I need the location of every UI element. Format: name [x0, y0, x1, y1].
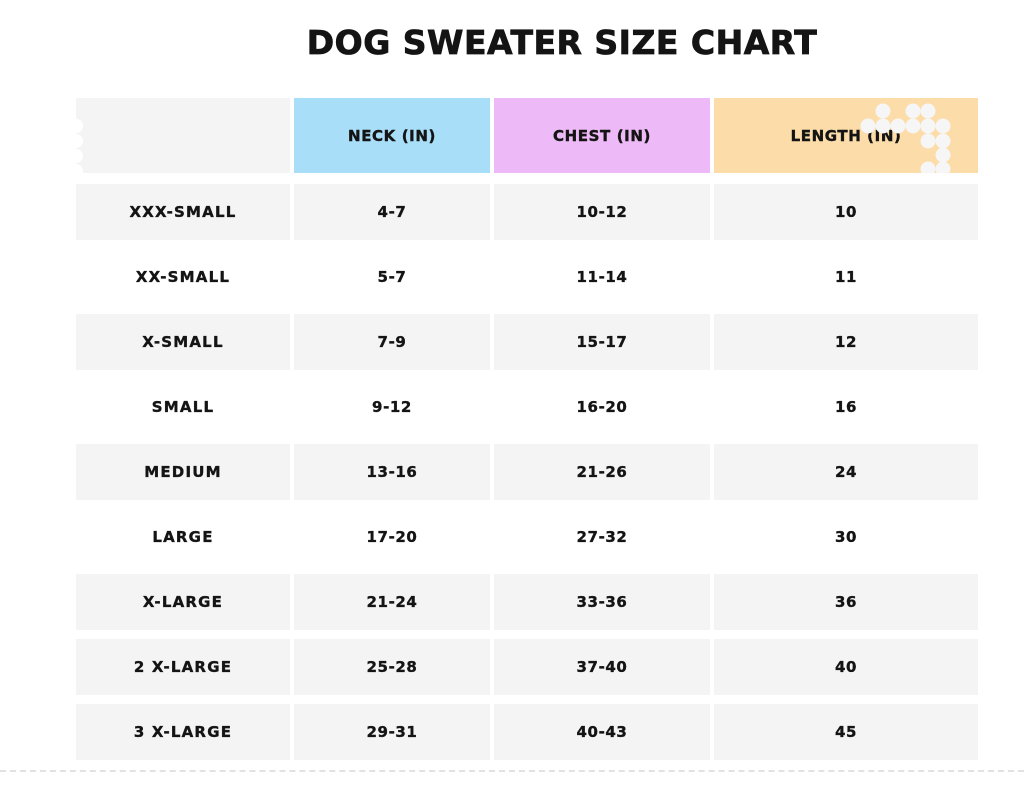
cell-chest: 15-17 — [494, 314, 710, 370]
cell-neck: 7-9 — [294, 314, 490, 370]
cell-neck: 29-31 — [294, 704, 490, 760]
cell-size: XXX-SMALL — [76, 184, 290, 240]
cell-size: 2 X-LARGE — [76, 639, 290, 695]
cell-neck: 13-16 — [294, 444, 490, 500]
cell-neck: 4-7 — [294, 184, 490, 240]
size-chart-table: NECK (IN) CHEST (IN) LENGTH (IN) XXX-SMA… — [76, 98, 978, 760]
cell-neck: 17-20 — [366, 528, 418, 546]
cell-size: XX-SMALL — [135, 268, 231, 286]
cell-length: 24 — [714, 444, 978, 500]
dot-pattern-corner-icon — [860, 103, 951, 173]
header-cell-neck: NECK (IN) — [294, 98, 490, 173]
cell-chest: 40-43 — [494, 704, 710, 760]
header-label-chest: CHEST (IN) — [553, 126, 651, 145]
cell-length: 45 — [714, 704, 978, 760]
table-row: LARGE 17-20 27-32 30 — [76, 509, 978, 565]
cell-length: 36 — [714, 574, 978, 630]
page: { "title": "DOG SWEATER SIZE CHART", "ch… — [0, 26, 1024, 794]
cell-length: 10 — [714, 184, 978, 240]
table-row: X-LARGE 21-24 33-36 36 — [76, 574, 978, 630]
table-row: X-SMALL 7-9 15-17 12 — [76, 314, 978, 370]
cell-chest: 11-14 — [576, 268, 628, 286]
header-label-neck: NECK (IN) — [348, 126, 436, 145]
cell-size: SMALL — [151, 398, 215, 416]
table-row: SMALL 9-12 16-20 16 — [76, 379, 978, 435]
cell-length: 11 — [834, 268, 858, 286]
bottom-dashed-divider — [0, 770, 1024, 772]
dot-pattern-left-icon — [76, 119, 83, 173]
table-body: XXX-SMALL 4-7 10-12 10 XX-SMALL 5-7 11-1… — [76, 184, 978, 760]
cell-neck: 9-12 — [372, 398, 412, 416]
cell-chest: 37-40 — [494, 639, 710, 695]
header-cell-size — [76, 98, 290, 173]
cell-length: 12 — [714, 314, 978, 370]
cell-length: 16 — [834, 398, 858, 416]
cell-chest: 33-36 — [494, 574, 710, 630]
table-row: MEDIUM 13-16 21-26 24 — [76, 444, 978, 500]
header-cell-length: LENGTH (IN) — [714, 98, 978, 173]
cell-length: 40 — [714, 639, 978, 695]
table-row: XX-SMALL 5-7 11-14 11 — [76, 249, 978, 305]
header-cell-chest: CHEST (IN) — [494, 98, 710, 173]
cell-neck: 21-24 — [294, 574, 490, 630]
page-title: DOG SWEATER SIZE CHART — [306, 23, 818, 62]
cell-chest: 16-20 — [576, 398, 628, 416]
cell-chest: 10-12 — [494, 184, 710, 240]
cell-size: MEDIUM — [76, 444, 290, 500]
cell-neck: 25-28 — [294, 639, 490, 695]
table-header-row: NECK (IN) CHEST (IN) LENGTH (IN) — [76, 98, 978, 173]
table-row: 3 X-LARGE 29-31 40-43 45 — [76, 704, 978, 760]
cell-chest: 27-32 — [576, 528, 628, 546]
cell-size: X-LARGE — [76, 574, 290, 630]
cell-length: 30 — [834, 528, 858, 546]
cell-size: LARGE — [152, 528, 214, 546]
cell-size: 3 X-LARGE — [76, 704, 290, 760]
table-row: 2 X-LARGE 25-28 37-40 40 — [76, 639, 978, 695]
cell-size: X-SMALL — [76, 314, 290, 370]
cell-neck: 5-7 — [377, 268, 407, 286]
cell-chest: 21-26 — [494, 444, 710, 500]
table-row: XXX-SMALL 4-7 10-12 10 — [76, 184, 978, 240]
